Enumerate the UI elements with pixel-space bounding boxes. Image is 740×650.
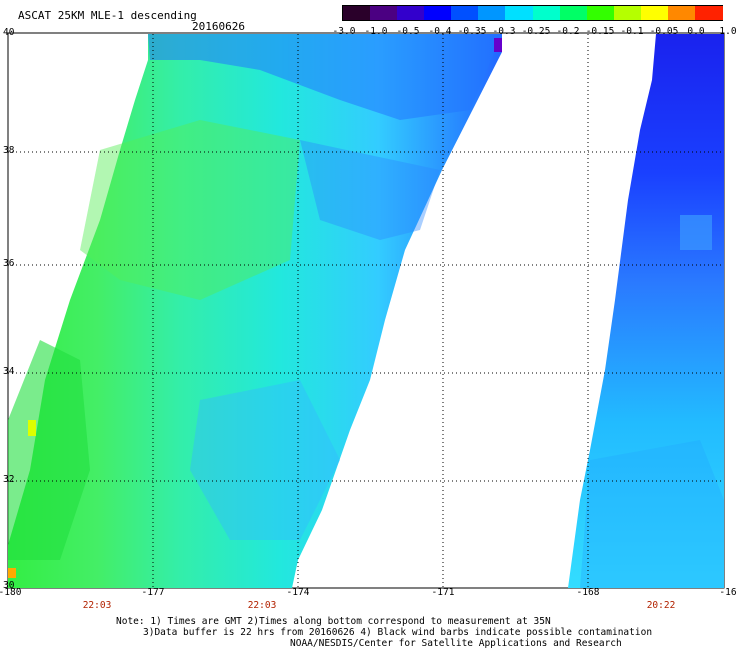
color-scale-tick: -0.35	[457, 26, 487, 37]
color-scale-segment	[505, 6, 534, 20]
swath-left-purple-spot	[494, 38, 502, 52]
footer-note-3: NOAA/NESDIS/Center for Satellite Applica…	[290, 638, 622, 649]
color-scale-tick: 0.0	[687, 26, 705, 37]
color-scale-segment	[613, 6, 642, 20]
color-scale-tick: -0.15	[585, 26, 615, 37]
color-scale-segment	[343, 6, 371, 20]
color-scale-tick: -1.0	[364, 26, 388, 37]
swath-left-blue-top	[148, 34, 502, 120]
swath-left-yellow-spot	[28, 420, 36, 436]
color-scale-segment	[640, 6, 669, 20]
swath-right	[568, 34, 724, 588]
lat-label-30: 30	[3, 580, 15, 591]
color-scale-tick: -0.05	[649, 26, 679, 37]
color-scale-tick: -0.25	[521, 26, 551, 37]
swath-left-blue-mid	[300, 140, 440, 240]
swath-left-green-band	[80, 120, 300, 300]
lat-label-40: 40	[3, 27, 15, 38]
lon-label-171: -171	[431, 587, 455, 598]
color-scale-tick: -0.2	[556, 26, 580, 37]
pass-time-3: 20:22	[646, 600, 676, 611]
lat-gridlines	[8, 151, 724, 482]
color-scale-tick: -0.4	[428, 26, 452, 37]
lon-label-174: -174	[286, 587, 310, 598]
color-scale-tick: 1.0	[719, 26, 737, 37]
lat-label-36: 36	[3, 258, 15, 269]
swath-right-light	[680, 215, 712, 250]
pass-time-1: 22:03	[82, 600, 112, 611]
color-scale-tick: -0.3	[492, 26, 516, 37]
lat-label-34: 34	[3, 366, 15, 377]
lon-gridlines	[152, 34, 589, 588]
color-scale-segment	[451, 6, 480, 20]
color-scale-tick: -0.1	[620, 26, 644, 37]
lat-label-32: 32	[3, 474, 15, 485]
color-scale-ticks: -3.0 -1.0 -0.5 -0.4 -0.35 -0.3 -0.25 -0.2 -0.15-…	[330, 26, 740, 38]
color-scale-segment	[478, 6, 507, 20]
swath-right-lower	[580, 440, 724, 588]
product-date: 20160626	[192, 20, 245, 33]
footer-note-2: 3)Data buffer is 22 hrs from 20160626 4)…	[143, 627, 653, 638]
color-scale-segment	[424, 6, 453, 20]
lon-label-180: -180	[0, 587, 22, 598]
footer-note-1: Note: 1) Times are GMT 2)Times along bot…	[116, 616, 551, 627]
lon-label-177: -177	[141, 587, 165, 598]
lat-label-38: 38	[3, 145, 15, 156]
color-scale-segment	[370, 6, 398, 20]
color-scale-segment	[559, 6, 588, 20]
swath-left	[8, 34, 502, 588]
color-scale-segment	[586, 6, 615, 20]
color-scale-bar	[342, 5, 723, 21]
swath-left-green-edge	[8, 340, 90, 560]
color-scale-tick: -3.0	[332, 26, 356, 37]
lon-label-165: -16	[719, 587, 737, 598]
color-scale-segment	[667, 6, 696, 20]
product-title: ASCAT 25KM MLE-1 descending	[18, 9, 197, 22]
swath-left-orange-spot	[8, 568, 16, 578]
pass-time-2: 22:03	[247, 600, 277, 611]
color-scale-segment	[694, 6, 723, 20]
lon-label-168: -168	[576, 587, 600, 598]
color-scale-segment	[532, 6, 561, 20]
color-scale-segment	[397, 6, 425, 20]
color-scale-tick: -0.5	[396, 26, 420, 37]
swath-left-blue-low	[190, 380, 340, 540]
